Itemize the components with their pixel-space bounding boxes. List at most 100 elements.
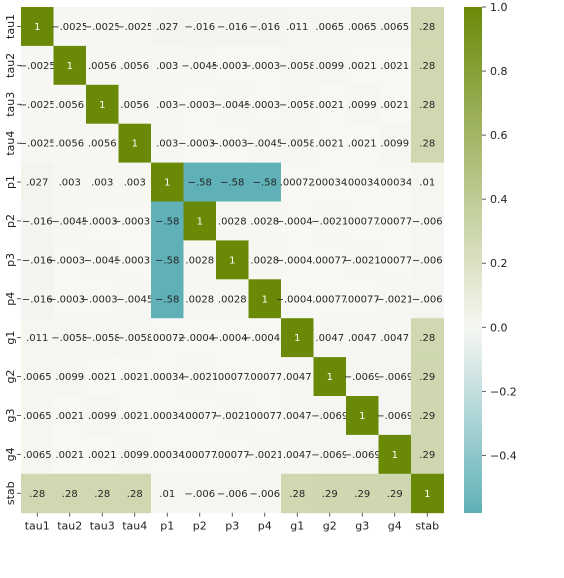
- cell-value-label: .0099: [55, 372, 84, 383]
- cell-value-label: .027: [156, 22, 178, 33]
- colorbar-tick-label: 0.6: [490, 129, 508, 142]
- cell-value-label: .0065: [23, 372, 52, 383]
- cell-value-label: .003: [156, 139, 178, 150]
- x-tick-label-p1: p1: [160, 520, 174, 533]
- cell-value-label: −.0025: [19, 61, 56, 72]
- cell-value-label: −.00037: [113, 216, 156, 227]
- cell-value-label: −.0045: [246, 139, 283, 150]
- cell-value-label: −.58: [155, 294, 179, 305]
- cell-value-label: .0056: [88, 139, 117, 150]
- cell-value-label: .003: [156, 61, 178, 72]
- cell-value-label: −.016: [22, 216, 53, 227]
- cell-value-label: .0021: [315, 100, 344, 111]
- cell-value-label: .011: [286, 22, 308, 33]
- cell-value-label: −.58: [220, 178, 244, 189]
- cell-value-label: .29: [354, 489, 370, 500]
- x-tick-label-p3: p3: [225, 520, 239, 533]
- cell-value-label: −.0058: [84, 333, 121, 344]
- cell-value-label: .0047: [380, 333, 409, 344]
- cell-value-label: .00077: [215, 450, 250, 461]
- cell-value-label: −.006: [249, 489, 280, 500]
- cell-value-label: .28: [419, 61, 435, 72]
- cell-value-label: 1: [132, 139, 138, 150]
- cell-value-label: .00077: [312, 255, 347, 266]
- colorbar-tick-label: 0.0: [490, 321, 508, 334]
- cell-value-label: .00077: [182, 450, 217, 461]
- y-tick-label-g3: g3: [4, 408, 17, 422]
- cell-value-label: 1: [229, 255, 235, 266]
- cell-value-label: .01: [159, 489, 175, 500]
- y-tick-label-p4: p4: [4, 292, 17, 306]
- cell-value-label: .00077: [312, 294, 347, 305]
- cell-value-label: −.0021: [181, 372, 218, 383]
- cell-value-label: .00077: [345, 216, 380, 227]
- cell-value-label: .29: [419, 411, 435, 422]
- y-tick-label-p2: p2: [4, 214, 17, 228]
- y-tick-label-tau1: tau1: [4, 14, 17, 39]
- cell-value-label: .0065: [23, 411, 52, 422]
- cell-value-label: .28: [289, 489, 305, 500]
- cell-value-label: −.0021: [311, 216, 348, 227]
- cell-value-label: 1: [359, 411, 365, 422]
- cell-value-label: .011: [26, 333, 48, 344]
- cell-value-label: .28: [419, 333, 435, 344]
- cell-value-label: .00034: [150, 450, 185, 461]
- cell-value-label: .0056: [55, 139, 84, 150]
- cell-value-label: .00077: [345, 294, 380, 305]
- cell-value-label: .0099: [380, 139, 409, 150]
- cell-value-label: −.0069: [344, 372, 381, 383]
- cell-value-label: .0028: [218, 294, 247, 305]
- cell-value-label: −.016: [217, 22, 248, 33]
- cell-value-label: .0021: [380, 61, 409, 72]
- cell-value-label: −.58: [155, 216, 179, 227]
- x-tick-label-p2: p2: [193, 520, 207, 533]
- cell-value-label: −.0058: [279, 139, 316, 150]
- cell-value-label: −.0069: [376, 411, 413, 422]
- cell-value-label: −.016: [184, 22, 215, 33]
- y-tick-label-tau3: tau3: [4, 92, 17, 117]
- cell-value-label: .00034: [150, 372, 185, 383]
- cell-value-label: .0047: [283, 450, 312, 461]
- cell-value-label: .28: [94, 489, 110, 500]
- x-tick-label-tau3: tau3: [90, 520, 115, 533]
- x-tick-label-g3: g3: [355, 520, 369, 533]
- cell-value-label: .0099: [88, 411, 117, 422]
- cell-value-label: .003: [59, 178, 81, 189]
- cell-value-label: .00077: [377, 216, 412, 227]
- cell-value-label: −.0069: [311, 411, 348, 422]
- colorbar-tick-label: 0.8: [490, 65, 508, 78]
- cell-value-label: −.0058: [279, 100, 316, 111]
- cell-value-label: .00077: [247, 411, 282, 422]
- y-tick-label-g2: g2: [4, 370, 17, 384]
- cell-value-label: −.58: [155, 255, 179, 266]
- x-tick-label-tau4: tau4: [122, 520, 147, 533]
- cell-value-label: 1: [392, 450, 398, 461]
- y-tick-label-g4: g4: [4, 447, 17, 461]
- cell-value-label: .00034: [377, 178, 412, 189]
- cell-value-label: .0047: [283, 372, 312, 383]
- x-tick-label-tau1: tau1: [25, 520, 50, 533]
- cell-value-label: .29: [387, 489, 403, 500]
- cell-value-label: .0021: [88, 372, 117, 383]
- cell-value-label: .00034: [150, 411, 185, 422]
- cell-value-label: −.0021: [344, 255, 381, 266]
- x-tick-label-p4: p4: [258, 520, 272, 533]
- cell-value-label: .0056: [88, 61, 117, 72]
- cell-value-label: .0065: [348, 22, 377, 33]
- cell-value-label: .003: [91, 178, 113, 189]
- cell-value-label: .29: [419, 450, 435, 461]
- cell-value-label: −.006: [412, 216, 443, 227]
- cell-value-label: −.0021: [376, 294, 413, 305]
- cell-value-label: .0028: [185, 294, 214, 305]
- x-tick-label-g4: g4: [388, 520, 402, 533]
- cell-value-label: 1: [327, 372, 333, 383]
- cell-value-label: .0065: [315, 22, 344, 33]
- cell-value-label: −.016: [249, 22, 280, 33]
- cell-value-label: −.58: [253, 178, 277, 189]
- cell-value-label: .003: [156, 100, 178, 111]
- cell-value-label: −.0045: [116, 294, 153, 305]
- y-tick-label-stab: stab: [4, 481, 17, 505]
- cell-value-label: 1: [262, 294, 268, 305]
- cell-value-label: −.0069: [376, 372, 413, 383]
- cell-value-label: −.00037: [113, 255, 156, 266]
